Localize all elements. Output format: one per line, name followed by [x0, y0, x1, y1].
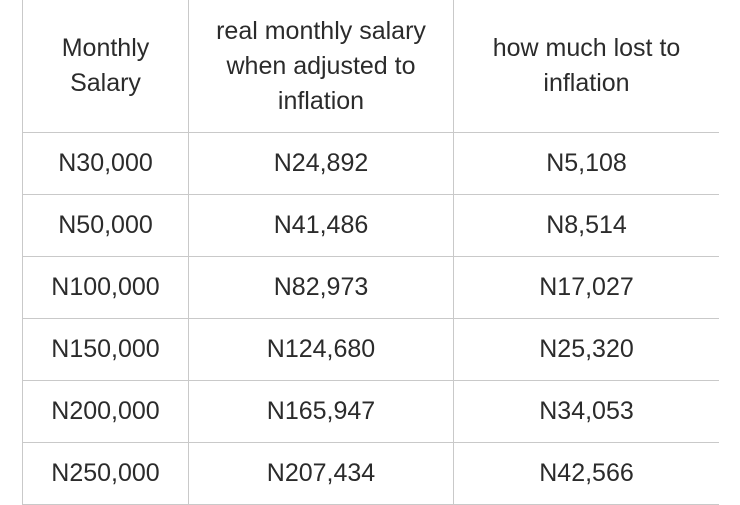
table-row: N150,000 N124,680 N25,320: [22, 318, 719, 381]
cell-real-salary: N165,947: [188, 380, 454, 443]
cell-real-salary: N24,892: [188, 132, 454, 195]
table-row: N100,000 N82,973 N17,027: [22, 256, 719, 319]
cell-lost-to-inflation: N25,320: [453, 318, 719, 381]
cell-real-salary: N207,434: [188, 442, 454, 505]
table-row: N200,000 N165,947 N34,053: [22, 380, 719, 443]
salary-inflation-table: Monthly Salary real monthly salary when …: [22, 0, 719, 505]
cell-lost-to-inflation: N34,053: [453, 380, 719, 443]
table-row: N30,000 N24,892 N5,108: [22, 132, 719, 195]
cell-lost-to-inflation: N42,566: [453, 442, 719, 505]
cell-real-salary: N82,973: [188, 256, 454, 319]
table-row: N250,000 N207,434 N42,566: [22, 442, 719, 505]
cell-lost-to-inflation: N5,108: [453, 132, 719, 195]
header-row: Monthly Salary real monthly salary when …: [22, 0, 719, 133]
cell-monthly-salary: N200,000: [22, 380, 189, 443]
cell-monthly-salary: N250,000: [22, 442, 189, 505]
cell-monthly-salary: N50,000: [22, 194, 189, 257]
salary-inflation-table-container: Monthly Salary real monthly salary when …: [22, 0, 719, 505]
table-row: N50,000 N41,486 N8,514: [22, 194, 719, 257]
cell-monthly-salary: N30,000: [22, 132, 189, 195]
cell-monthly-salary: N100,000: [22, 256, 189, 319]
cell-lost-to-inflation: N8,514: [453, 194, 719, 257]
header-real-monthly-salary: real monthly salary when adjusted to inf…: [188, 0, 454, 133]
cell-real-salary: N41,486: [188, 194, 454, 257]
cell-lost-to-inflation: N17,027: [453, 256, 719, 319]
cell-monthly-salary: N150,000: [22, 318, 189, 381]
header-monthly-salary: Monthly Salary: [22, 0, 189, 133]
cell-real-salary: N124,680: [188, 318, 454, 381]
header-lost-to-inflation: how much lost to inflation: [453, 0, 719, 133]
